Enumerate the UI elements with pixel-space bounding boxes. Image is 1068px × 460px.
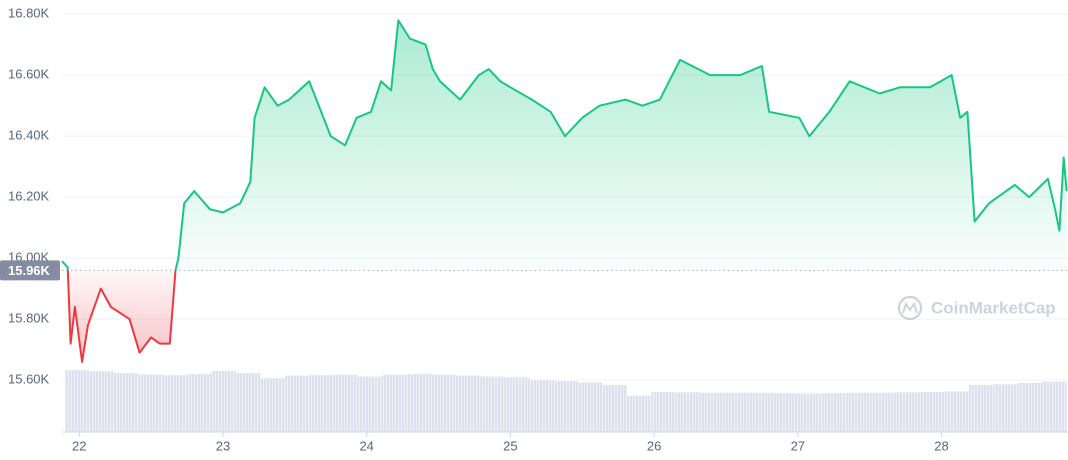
volume-bar — [1017, 382, 1043, 432]
volume-bar — [529, 379, 554, 432]
price-area — [62, 20, 1067, 362]
volume-bar — [1042, 381, 1067, 432]
watermark-icon-mark — [902, 301, 918, 314]
volume-bar — [773, 393, 798, 432]
y-tick-label: 16.80K — [8, 6, 50, 21]
volume-bar — [235, 373, 261, 432]
volume-bar — [260, 378, 285, 432]
volume-bar — [113, 373, 139, 432]
y-tick-label: 16.20K — [8, 189, 50, 204]
volume-bar — [553, 381, 578, 432]
volume-bar — [577, 382, 603, 432]
volume-bar — [358, 376, 383, 432]
volume-bar — [504, 377, 530, 432]
volume-bar — [993, 384, 1018, 432]
volume-bar — [797, 393, 823, 432]
volume-bar — [675, 392, 701, 432]
volume-bar — [871, 392, 896, 432]
x-tick-label: 27 — [791, 438, 805, 453]
volume-bar — [187, 373, 212, 432]
baseline-label: 15.96K — [8, 263, 51, 278]
baseline-label-bg — [0, 260, 60, 281]
volume-bar — [162, 375, 188, 432]
volume-bar — [211, 370, 236, 432]
x-tick-label: 25 — [503, 438, 517, 453]
x-tick-label: 28 — [934, 438, 948, 453]
y-tick-label: 16.40K — [8, 128, 50, 143]
watermark-text: CoinMarketCap — [931, 298, 1056, 317]
volume-bar — [431, 374, 456, 432]
volume-bar — [406, 373, 432, 432]
volume-bar — [651, 391, 676, 432]
y-tick-label: 16.60K — [8, 67, 50, 82]
volume-bar — [724, 392, 749, 432]
volume-bar — [138, 374, 163, 432]
volume-bar — [968, 385, 994, 432]
volume-bar — [333, 374, 359, 432]
y-tick-label: 15.80K — [8, 311, 50, 326]
price-line — [61, 19, 1068, 363]
volume-bar — [700, 392, 725, 432]
volume-bar — [944, 391, 969, 432]
volume-bar — [284, 375, 310, 432]
volume-bar — [455, 375, 481, 432]
volume-bar — [748, 392, 774, 432]
volume-bar — [382, 374, 407, 432]
volume-bar — [895, 392, 920, 432]
volume-bar — [64, 370, 90, 432]
watermark-icon — [897, 295, 923, 321]
volume-bar — [822, 393, 847, 432]
volume-bar — [89, 371, 114, 432]
volume-bar — [602, 385, 627, 432]
x-tick-label: 23 — [216, 438, 230, 453]
watermark: CoinMarketCap — [897, 295, 1056, 321]
volume-bar — [309, 375, 334, 432]
volume-bar — [919, 391, 945, 432]
volume-bar — [480, 376, 505, 432]
y-tick-label: 15.60K — [8, 372, 50, 387]
volume-bar — [846, 392, 872, 432]
x-tick-label: 22 — [72, 438, 86, 453]
volume-bar — [626, 395, 652, 432]
x-tick-label: 26 — [647, 438, 661, 453]
x-tick-label: 24 — [359, 438, 373, 453]
